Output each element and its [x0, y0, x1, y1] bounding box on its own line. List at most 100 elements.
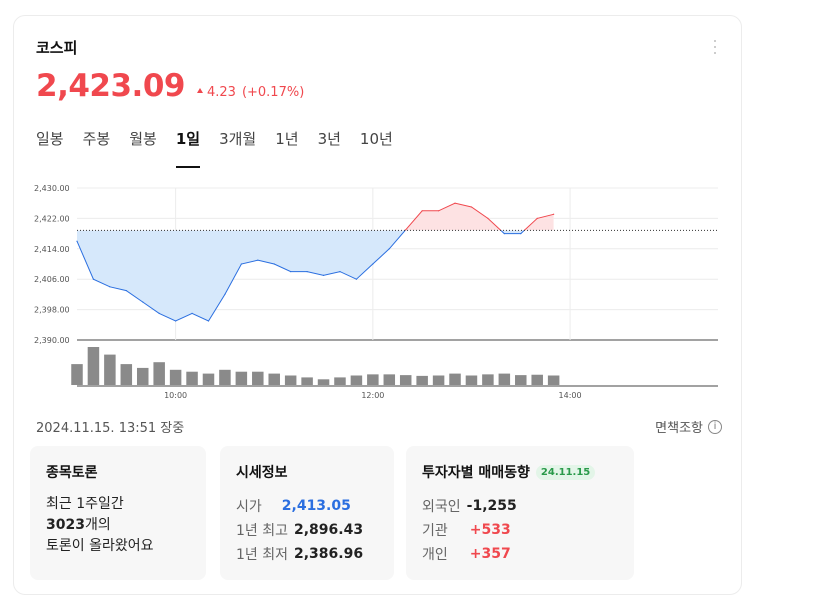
quote-row: 1년 최저 2,386.96	[236, 542, 378, 566]
tab-7[interactable]: 10년	[359, 130, 393, 148]
volume-bar	[252, 371, 264, 385]
row-label: 기관	[422, 523, 448, 539]
discussion-count: 3023	[46, 517, 85, 533]
price-point	[470, 206, 473, 208]
volume-bar	[301, 377, 313, 385]
price-point	[142, 301, 144, 303]
row-value: -1,255	[466, 498, 517, 514]
discussion-line3: 토론이 올라왔어요	[46, 538, 154, 554]
quote-panel[interactable]: 시세정보 시가 2,413.05 1년 최고 2,896.43 1년 최저 2,386.9…	[220, 446, 394, 580]
y-tick-label: 2,390.00	[34, 336, 70, 345]
price-point	[454, 202, 456, 204]
volume-bar	[498, 373, 511, 385]
volume-bar	[449, 373, 461, 385]
current-price: 2,423.09	[36, 68, 185, 104]
price-row: 2,423.09 4.23 (+0.17%)	[36, 68, 304, 108]
y-tick-label: 2,414.00	[34, 245, 70, 254]
intraday-chart: 2,430.00 2,422.00 2,414.00 2,406.00 2,398.00…	[34, 184, 718, 400]
volume-bar	[547, 375, 560, 385]
disclaimer-link[interactable]: 면책조항 i	[655, 417, 722, 436]
row-value: 2,413.05	[281, 498, 351, 514]
area-above-baseline	[77, 203, 554, 231]
price-point	[421, 210, 423, 212]
row-label: 1년 최고	[236, 523, 288, 539]
volume-bar	[531, 374, 543, 385]
volume-bar	[235, 371, 248, 385]
volume-bar	[153, 362, 165, 385]
price-point	[191, 312, 193, 314]
volume-bar	[515, 375, 527, 385]
volume-bar	[465, 375, 478, 385]
price-point	[240, 263, 242, 265]
quote-row: 1년 최고 2,896.43	[236, 518, 378, 542]
volume-bar	[268, 373, 280, 385]
row-label: 1년 최저	[236, 547, 288, 563]
row-label: 외국인	[422, 499, 461, 515]
price-point	[76, 240, 78, 242]
discussion-line2: 3023개의	[46, 515, 190, 536]
row-value: 2,896.43	[294, 522, 364, 538]
tab-3[interactable]: 1일	[175, 128, 201, 168]
price-point	[224, 293, 226, 295]
volume-bar	[317, 379, 330, 385]
info-icon[interactable]: i	[708, 419, 722, 434]
row-value: +533	[469, 522, 511, 538]
x-tick-label: 10:00	[164, 391, 187, 400]
investor-panel[interactable]: 투자자별 매매동향 24.11.15 외국인 -1,255 기관 +533 개인 +357	[406, 446, 634, 580]
tab-5[interactable]: 1년	[275, 130, 299, 148]
price-point	[125, 290, 127, 292]
volume-bar	[334, 377, 346, 385]
y-tick-label: 2,422.00	[34, 214, 70, 223]
price-line-up	[404, 202, 554, 231]
investor-date-badge: 24.11.15	[535, 464, 596, 480]
price-point	[437, 210, 440, 212]
y-tick-label: 2,398.00	[34, 306, 70, 315]
price-point	[306, 271, 308, 273]
row-label: 개인	[422, 547, 448, 563]
price-point	[536, 217, 538, 219]
more-options-icon[interactable]	[712, 40, 718, 58]
tab-0[interactable]: 일봉	[36, 130, 64, 148]
volume-bar	[350, 375, 363, 385]
disclaimer-label: 면책조항	[655, 421, 703, 436]
tab-1[interactable]: 주봉	[82, 130, 111, 148]
tab-4[interactable]: 3개월	[219, 130, 257, 148]
y-tick-label: 2,430.00	[34, 184, 70, 193]
investor-row: 기관 +533	[422, 518, 618, 542]
chart-datetime: 2024.11.15. 13:51 장중	[36, 421, 185, 436]
change-percent: (+0.17%)	[241, 85, 305, 100]
quote-title: 시세정보	[236, 465, 288, 481]
volume-bar	[399, 375, 412, 385]
price-line-down	[76, 230, 526, 322]
volume-bar	[383, 374, 396, 385]
tab-2[interactable]: 월봉	[129, 130, 157, 148]
discussion-text: 최근 1주일간 3023개의 토론이 올라왔어요	[46, 494, 190, 557]
volume-bar	[367, 374, 379, 385]
volume-bar	[136, 367, 149, 385]
row-value: 2,386.96	[294, 546, 364, 562]
volume-bar	[104, 354, 116, 385]
price-change: 4.23 (+0.17%)	[196, 85, 305, 100]
area-below-baseline	[77, 230, 525, 321]
volume-bar	[120, 364, 133, 385]
up-arrow-icon	[196, 88, 203, 93]
volume-bar	[87, 347, 100, 385]
change-amount: 4.23	[206, 85, 236, 100]
volume-bar	[186, 371, 198, 385]
quote-row: 시가 2,413.05	[236, 494, 378, 518]
investor-row: 개인 +357	[422, 542, 618, 566]
price-point	[503, 233, 505, 235]
price-point	[158, 312, 160, 314]
discussion-title: 종목토론	[46, 465, 98, 481]
price-point	[175, 320, 177, 322]
price-point	[273, 263, 275, 265]
discussion-line1: 최근 1주일간	[46, 496, 124, 512]
tab-6[interactable]: 3년	[317, 130, 341, 148]
price-point	[355, 278, 358, 280]
price-point	[553, 213, 555, 215]
price-point	[339, 271, 341, 273]
row-value: +357	[469, 546, 511, 562]
price-point	[207, 320, 210, 322]
price-point	[290, 271, 292, 273]
discussion-panel[interactable]: 종목토론 최근 1주일간 3023개의 토론이 올라왔어요	[30, 446, 206, 580]
